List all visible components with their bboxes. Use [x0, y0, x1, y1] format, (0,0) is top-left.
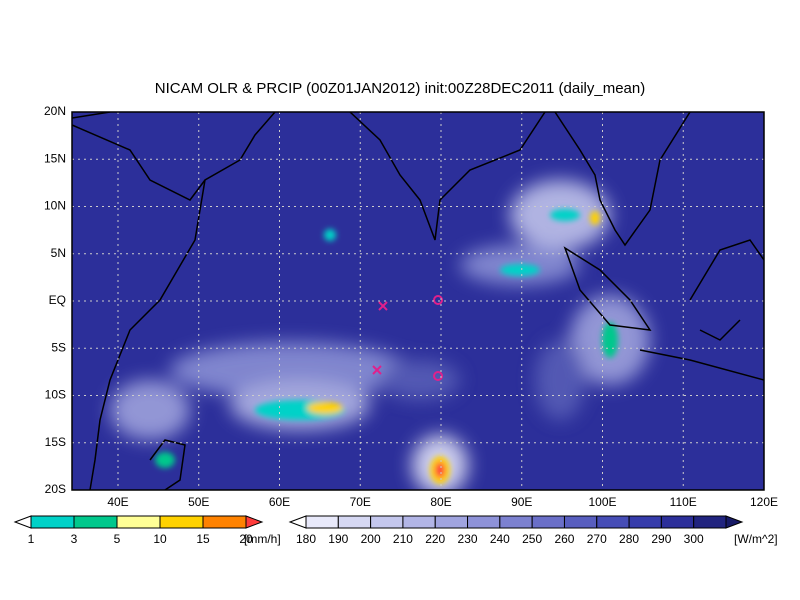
colorbar-box: [660, 515, 695, 529]
colorbar-label: 1: [28, 532, 35, 546]
lon-label: 100E: [588, 495, 616, 509]
colorbar-label: 220: [425, 532, 445, 546]
colorbar-label: 20: [239, 532, 253, 546]
colorbar-label: 210: [393, 532, 413, 546]
lat-label: 5S: [51, 340, 66, 354]
lon-label: 80E: [430, 495, 451, 509]
colorbar-box: [30, 515, 75, 529]
lon-label: 50E: [188, 495, 209, 509]
colorbar-label: 3: [71, 532, 78, 546]
colorbar-unit: [mm/h]: [244, 532, 281, 546]
colorbar-box: [202, 515, 247, 529]
colorbar-unit: [W/m^2]: [734, 532, 778, 546]
colorbar-box: [116, 515, 161, 529]
lon-label: 90E: [511, 495, 532, 509]
colorbar-label: 15: [196, 532, 210, 546]
colorbar-label: 260: [554, 532, 574, 546]
colorbar-box: [337, 515, 372, 529]
colorbar-box: [73, 515, 118, 529]
lon-label: 120E: [750, 495, 778, 509]
colorbar-label: 190: [328, 532, 348, 546]
colorbar-box: [402, 515, 436, 529]
lat-label: 20N: [44, 104, 66, 118]
axis-labels: 20N 15N 10N 5N EQ 5S 10S 15S 20S 40E 50E 60E 70E 80E 9…: [44, 104, 778, 509]
colorbar-label: 240: [490, 532, 510, 546]
map-frame: [71, 111, 765, 491]
lat-label: 10S: [45, 388, 66, 402]
lat-label: 15N: [44, 151, 66, 165]
colorbar-label: 5: [114, 532, 121, 546]
colorbar-box: [305, 515, 339, 529]
lon-label: 60E: [269, 495, 290, 509]
graticule: [72, 112, 764, 490]
colorbar-box: [499, 515, 533, 529]
colorbar-box: [434, 515, 469, 529]
colorbar-label: 10: [153, 532, 167, 546]
colorbar-end: [13, 515, 32, 529]
colorbar-end: [725, 515, 744, 529]
legends: 1 3 5 10 15 20[mm/h] 180 190 200 210 220 230 240 250 2…: [13, 515, 778, 546]
colorbar-label: 270: [587, 532, 607, 546]
lon-label: 110E: [670, 495, 697, 509]
colorbar-label: 290: [651, 532, 671, 546]
lon-label: 40E: [107, 495, 128, 509]
colorbar-end: [245, 515, 264, 529]
colorbar-box: [531, 515, 565, 529]
colorbar-box: [159, 515, 204, 529]
lon-label: 70E: [350, 495, 371, 509]
colorbar-label: 230: [458, 532, 478, 546]
colorbar-label: 200: [361, 532, 381, 546]
colorbar-label: 300: [684, 532, 704, 546]
colorbar-box: [628, 515, 662, 529]
colorbar-label: 250: [522, 532, 542, 546]
colorbar-label: 180: [296, 532, 316, 546]
lat-label: 15S: [45, 435, 66, 449]
map-title: NICAM OLR & PRCIP (00Z01JAN2012) init:00…: [155, 80, 646, 97]
coastlines: [72, 112, 764, 490]
colorbar-box: [467, 515, 501, 529]
colorbar-end: [288, 515, 307, 529]
colorbar-box: [563, 515, 598, 529]
colorbar-label: 280: [619, 532, 639, 546]
colorbar-box: [693, 515, 727, 529]
lat-label: 20S: [45, 482, 66, 496]
colorbar-box: [370, 515, 404, 529]
map-field: [72, 112, 764, 490]
lat-label: 10N: [44, 199, 66, 213]
markers: [372, 295, 443, 381]
lat-label: 5N: [51, 246, 66, 260]
colorbar-box: [596, 515, 630, 529]
lat-label: EQ: [49, 293, 66, 307]
